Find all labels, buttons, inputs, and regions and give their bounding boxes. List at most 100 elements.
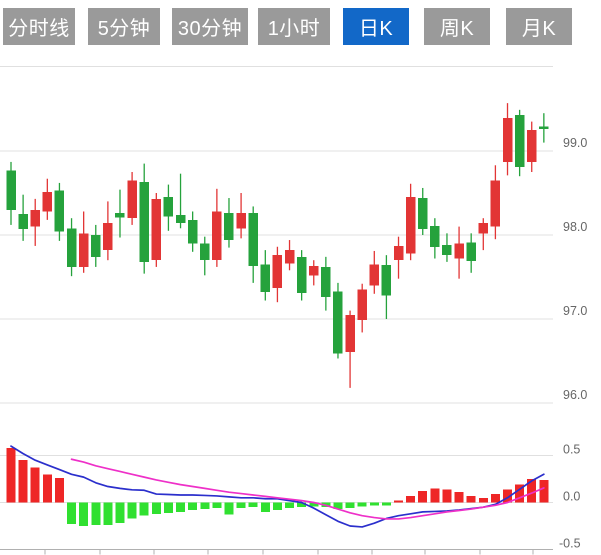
candle-down [417, 187, 428, 235]
candle-down [6, 161, 16, 225]
candle-down [248, 206, 258, 283]
candle-body [236, 213, 246, 229]
candle-body [6, 170, 16, 210]
candle-body [466, 242, 476, 262]
candle-body [296, 256, 307, 293]
tab-日K-active[interactable]: 日K [343, 8, 409, 45]
candle-down [430, 218, 440, 259]
macd-bar-negative [285, 502, 295, 509]
macd-bar-negative [200, 502, 210, 510]
macd-bar-negative [103, 502, 113, 526]
tab-1小时[interactable]: 1小时 [258, 8, 330, 45]
tab-月K[interactable]: 月K [506, 8, 572, 45]
macd-axis-label: 0.0 [563, 490, 580, 504]
candle-body [187, 219, 198, 244]
macd-bar-positive [478, 497, 488, 503]
candle-body [345, 314, 355, 352]
candle-body [224, 213, 234, 241]
dif-line [10, 445, 545, 528]
candle-body [405, 197, 416, 254]
macd-bar-negative [115, 502, 125, 524]
candle-down [66, 218, 77, 277]
candle-body [478, 223, 489, 234]
candle-body [66, 228, 77, 267]
macd-bar-positive [454, 492, 464, 503]
candle-up [369, 250, 380, 294]
candle-body [526, 130, 537, 162]
candles-group [6, 103, 549, 388]
tab-周K[interactable]: 周K [424, 8, 490, 45]
macd-bar-negative [345, 502, 355, 509]
macd-bar-negative [91, 502, 101, 526]
candle-body [127, 180, 137, 219]
macd-bar-positive [503, 489, 513, 503]
candle-down [260, 250, 271, 301]
candle-body [18, 214, 28, 230]
macd-bar-negative [369, 502, 379, 506]
macd-bar-positive [442, 489, 452, 503]
macd-bar-negative [188, 502, 198, 511]
tab-分时线[interactable]: 分时线 [3, 8, 75, 45]
macd-bar-negative [176, 502, 186, 512]
candle-down [381, 255, 392, 319]
candle-down [333, 282, 343, 359]
candle-up [212, 188, 222, 267]
candle-body [369, 264, 380, 286]
macd-bar-positive [394, 500, 404, 503]
macd-bar-negative [224, 502, 234, 515]
candle-body [454, 243, 464, 259]
candle-body [284, 250, 295, 264]
candle-up [454, 226, 464, 279]
price-axis-label: 97.0 [563, 304, 587, 318]
candle-body [321, 266, 331, 298]
candle-body [163, 197, 174, 217]
candle-up [272, 246, 283, 303]
tab-5分钟[interactable]: 5分钟 [88, 8, 160, 45]
macd-bar-negative [297, 502, 307, 508]
candle-down [514, 109, 525, 177]
macd-bar-positive [30, 467, 40, 503]
macd-bar-negative [79, 502, 89, 526]
price-axis-label: 99.0 [563, 136, 587, 150]
candle-up [490, 165, 501, 240]
macd-axis-label: 0.5 [563, 443, 580, 457]
candle-body [430, 225, 440, 247]
macd-bar-positive [418, 491, 428, 503]
candle-down [18, 194, 28, 241]
candle-body [139, 182, 149, 262]
candle-down [139, 163, 149, 274]
candle-body [175, 214, 186, 224]
candle-body [442, 245, 452, 256]
candle-body [502, 118, 513, 162]
macd-bar-positive [430, 488, 440, 503]
candle-down [54, 182, 65, 241]
macd-bar-negative [272, 502, 282, 511]
candle-body [54, 190, 65, 232]
candle-down [539, 113, 549, 143]
candle-down [321, 256, 331, 311]
candle-up [151, 193, 162, 267]
tab-30分钟[interactable]: 30分钟 [172, 8, 248, 45]
candle-up [393, 236, 404, 279]
candle-body [272, 255, 283, 288]
candle-up [502, 103, 513, 176]
candle-body [248, 213, 258, 267]
candle-up [478, 218, 489, 251]
candle-down [163, 184, 174, 231]
candle-down [175, 173, 186, 229]
macd-bar-positive [490, 494, 500, 503]
candle-body [103, 223, 113, 251]
macd-bar-negative [260, 502, 270, 512]
price-axis-label: 96.0 [563, 388, 587, 402]
candle-body [381, 265, 392, 296]
candle-up [103, 201, 113, 261]
candle-body [490, 180, 501, 227]
candle-body [514, 114, 525, 167]
candle-down [91, 224, 101, 267]
macd-bar-negative [163, 502, 173, 513]
macd-bar-negative [248, 502, 258, 508]
candle-down [466, 233, 476, 273]
candle-down [115, 189, 125, 238]
